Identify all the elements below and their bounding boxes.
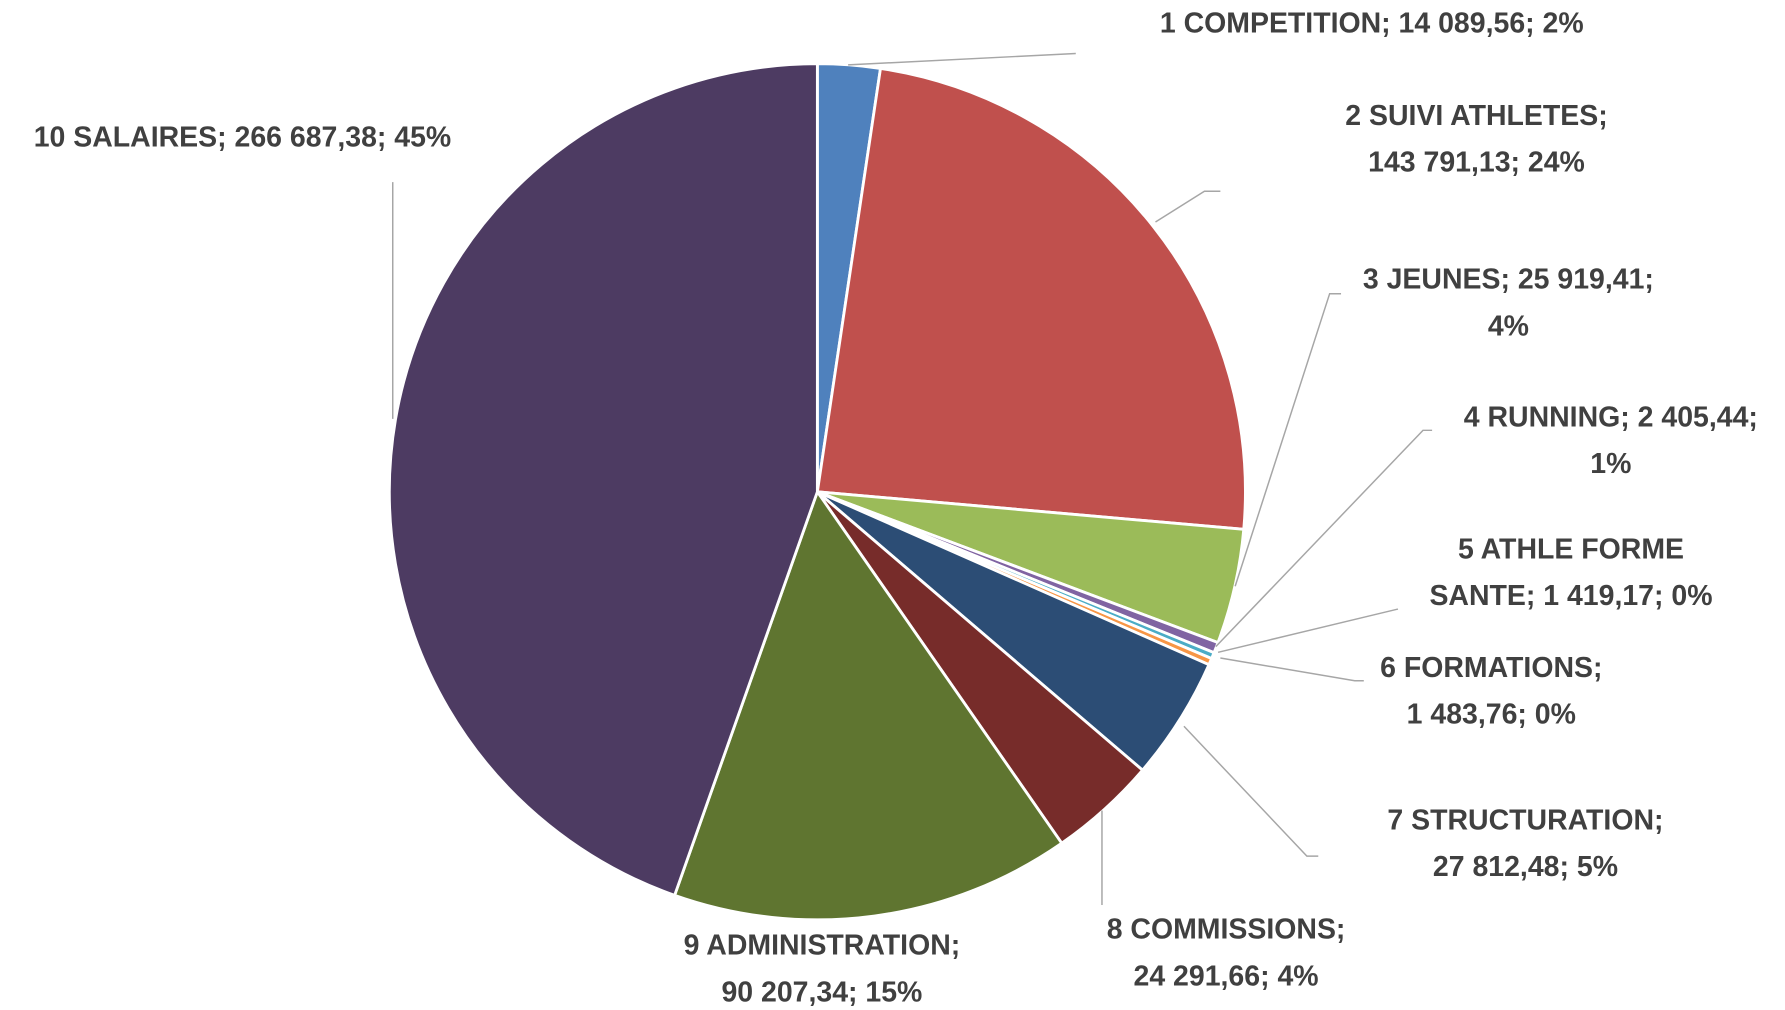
data-label: 9 ADMINISTRATION; bbox=[684, 930, 961, 962]
data-label: 1 COMPETITION; 14 089,56; 2% bbox=[1160, 8, 1584, 40]
data-label: 10 SALAIRES; 266 687,38; 45% bbox=[34, 121, 452, 153]
pie-slice bbox=[672, 488, 1064, 922]
leader-line bbox=[1220, 657, 1364, 682]
leader-line bbox=[1217, 608, 1399, 654]
leader-line bbox=[1234, 292, 1342, 587]
data-label: 8 COMMISSIONS; bbox=[1107, 914, 1346, 946]
data-label: 1% bbox=[1590, 448, 1631, 480]
leader-lines bbox=[392, 52, 1433, 906]
data-label: 27 812,48; 5% bbox=[1433, 851, 1618, 883]
data-label: 24 291,66; 4% bbox=[1134, 960, 1319, 992]
leader-line bbox=[1215, 429, 1433, 648]
pie-slice bbox=[387, 62, 819, 898]
data-label: 6 FORMATIONS; bbox=[1380, 652, 1602, 684]
data-label: 2 SUIVI ATHLETES; bbox=[1345, 100, 1607, 132]
plot: 1 COMPETITION; 14 089,56; 2% 2 SUIVI ATHL… bbox=[34, 8, 1758, 1009]
leader-line bbox=[848, 52, 1076, 66]
data-label: 5 ATHLE FORME bbox=[1458, 534, 1684, 566]
pie-slice bbox=[815, 66, 1247, 531]
data-label: 4 RUNNING; 2 405,44; bbox=[1464, 401, 1758, 433]
data-label: 1 483,76; 0% bbox=[1407, 699, 1576, 731]
data-label: 143 791,13; 24% bbox=[1368, 146, 1585, 178]
data-label: 3 JEUNES; 25 919,41; bbox=[1363, 264, 1654, 296]
data-label: 4% bbox=[1488, 310, 1529, 342]
data-label: 90 207,34; 15% bbox=[721, 976, 922, 1008]
slices bbox=[387, 62, 1247, 922]
data-label: 7 STRUCTURATION; bbox=[1387, 804, 1663, 836]
data-label: SANTE; 1 419,17; 0% bbox=[1429, 580, 1712, 612]
leader-line bbox=[1155, 190, 1221, 223]
leader-line bbox=[1183, 725, 1319, 857]
